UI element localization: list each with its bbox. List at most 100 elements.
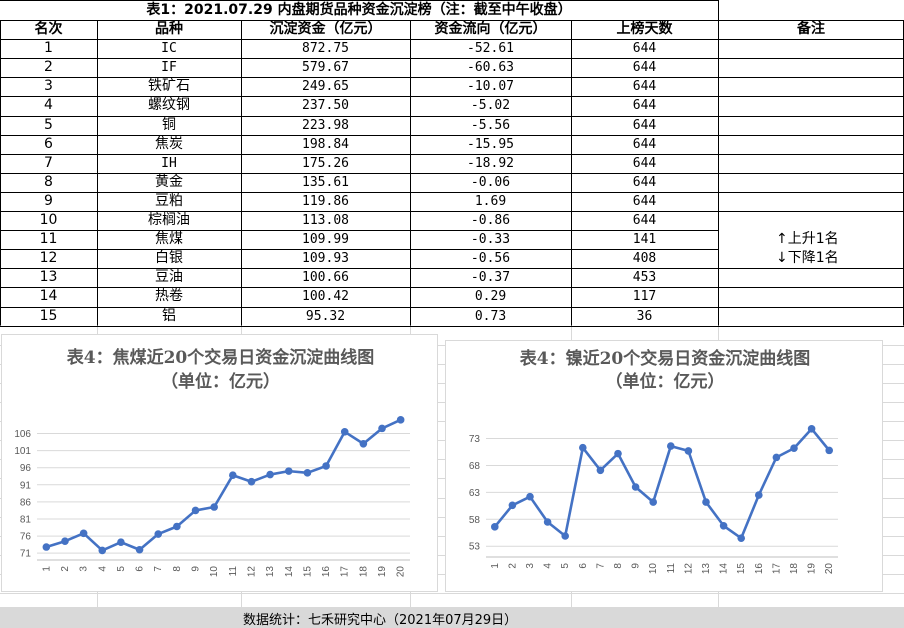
y-tick-label: 63 <box>469 488 481 499</box>
data-point <box>684 447 693 455</box>
table-cell-name: 棕榈油 <box>148 212 190 228</box>
table-cell-fund: 100.66 <box>302 270 349 286</box>
footer-bar <box>0 607 904 628</box>
y-tick-label: 71 <box>20 549 32 560</box>
y-tick-label: 81 <box>20 514 32 525</box>
x-tick-label: 2 <box>60 566 71 572</box>
x-tick-label: 9 <box>191 566 202 572</box>
table-cell-flow: -0.37 <box>470 270 511 286</box>
data-point <box>561 532 569 540</box>
data-point <box>191 506 200 515</box>
table-cell-fund: 113.08 <box>302 213 349 228</box>
table-cell-days: 644 <box>632 213 657 228</box>
table-cell-fund: 223.98 <box>302 117 349 133</box>
table-cell-fund: 237.50 <box>302 98 349 114</box>
data-point <box>79 529 88 538</box>
column-header: 资金流向（亿元） <box>434 21 547 37</box>
table-cell-days: 644 <box>632 155 657 171</box>
data-point <box>135 545 144 554</box>
y-tick-label: 101 <box>14 446 31 457</box>
y-tick-label: 106 <box>14 429 31 440</box>
table-cell-flow: -5.56 <box>470 117 511 133</box>
data-point <box>702 498 710 506</box>
table-cell-rank: 13 <box>39 269 58 286</box>
table-cell-flow: -0.56 <box>470 251 511 267</box>
table-cell-days: 644 <box>632 98 657 114</box>
table-cell-name: 铜 <box>162 116 176 133</box>
rank-change-note: ↓下降1名 <box>776 250 839 267</box>
x-tick-label: 7 <box>595 563 606 569</box>
table-cell-flow: -52.61 <box>467 41 514 57</box>
data-point <box>737 534 745 542</box>
table-cell-days: 644 <box>632 174 657 190</box>
table-cell-days: 644 <box>632 60 657 76</box>
data-point <box>508 501 517 510</box>
data-point <box>61 537 69 545</box>
table-cell-name: 焦煤 <box>155 231 183 248</box>
x-tick-label: 11 <box>228 566 239 577</box>
data-point <box>807 425 816 433</box>
chart-subtitle: （单位：亿元） <box>606 371 725 392</box>
data-point <box>579 443 587 452</box>
column-header: 沉淀资金（亿元） <box>269 21 382 37</box>
table-cell-name: 豆粕 <box>155 192 183 209</box>
data-point <box>247 477 256 486</box>
column-header: 名次 <box>34 21 63 37</box>
table-cell-days: 644 <box>632 136 657 152</box>
x-tick-label: 10 <box>209 566 220 578</box>
table-cell-fund: 100.42 <box>302 289 349 305</box>
data-point <box>173 522 181 531</box>
column-header: 上榜天数 <box>616 21 673 37</box>
table-cell-flow: -5.02 <box>470 98 511 114</box>
table-cell-name: 焦炭 <box>155 135 183 152</box>
table-cell-rank: 6 <box>44 135 53 152</box>
table-cell-flow: -0.86 <box>470 213 511 228</box>
y-tick-label: 68 <box>469 461 481 472</box>
chart-nickel: 表4：镍近20个交易日资金沉淀曲线图 （单位：亿元） 53 58 63 68 73 1 2 3 4 5… <box>445 340 883 592</box>
x-tick-label: 12 <box>246 566 257 578</box>
data-point <box>755 491 763 499</box>
data-point <box>649 498 657 506</box>
x-tick-label: 2 <box>507 563 518 569</box>
table-cell-name: 黄金 <box>155 173 183 190</box>
table-cell-rank: 11 <box>39 231 58 248</box>
table-cell-name: IC <box>161 41 177 57</box>
table-cell-name: 热卷 <box>155 288 183 305</box>
x-tick-label: 16 <box>321 566 332 578</box>
x-tick-label: 3 <box>525 563 536 569</box>
column-header: 品种 <box>155 21 183 37</box>
chart-title: 表4：镍近20个交易日资金沉淀曲线图 <box>520 348 811 369</box>
x-tick-label: 11 <box>666 563 677 574</box>
x-tick-label: 20 <box>396 566 407 578</box>
x-tick-label: 17 <box>340 566 351 578</box>
x-tick-label: 6 <box>578 563 589 569</box>
y-tick-label: 73 <box>469 434 481 445</box>
x-tick-label: 5 <box>560 563 571 569</box>
x-tick-label: 18 <box>789 563 800 575</box>
data-point <box>772 453 781 462</box>
data-point <box>42 543 51 551</box>
table-cell-flow: 0.73 <box>474 308 507 324</box>
table-cell-fund: 109.93 <box>302 251 349 267</box>
data-point <box>359 439 368 448</box>
x-tick-label: 7 <box>153 566 164 572</box>
chart-coking-coal-svg: 表4：焦煤近20个交易日资金沉淀曲线图（单位：亿元）71768186919610… <box>14 347 410 578</box>
table-cell-fund: 109.99 <box>302 232 349 248</box>
table-cell-name: 白银 <box>155 250 183 267</box>
table-cell-fund: 95.32 <box>305 308 346 324</box>
x-tick-label: 17 <box>771 563 782 575</box>
data-point <box>322 462 330 470</box>
table-cell-flow: -0.33 <box>470 232 511 248</box>
x-tick-label: 15 <box>736 563 747 575</box>
table-cell-rank: 8 <box>44 173 53 190</box>
x-tick-label: 1 <box>41 566 52 572</box>
data-point <box>266 470 274 479</box>
rank-change-note: ↑上升1名 <box>776 231 839 248</box>
x-tick-label: 1 <box>490 563 501 569</box>
x-tick-label: 20 <box>824 563 835 575</box>
table-cell-name: IF <box>161 60 177 76</box>
table-cell-rank: 3 <box>44 78 53 95</box>
table-cell-name: 豆油 <box>155 269 183 286</box>
x-tick-label: 6 <box>135 566 146 572</box>
x-tick-label: 18 <box>358 566 369 578</box>
